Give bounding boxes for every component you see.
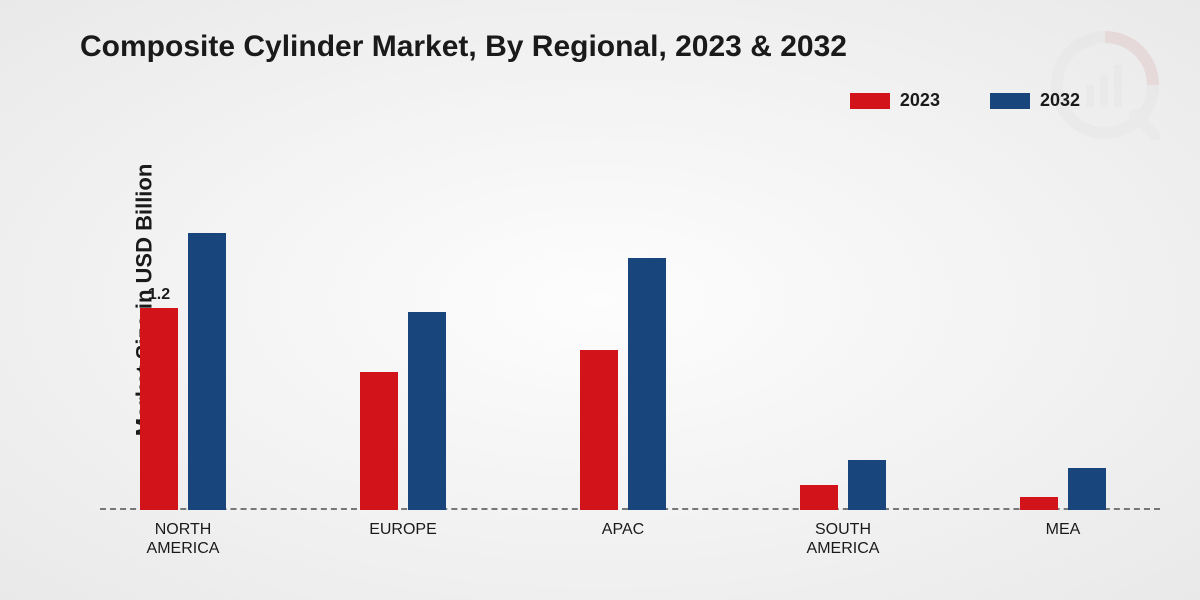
x-axis-label: NORTHAMERICA bbox=[103, 510, 263, 558]
bar-group: SOUTHAMERICA bbox=[800, 460, 886, 510]
bar-series-a bbox=[1020, 497, 1058, 510]
bar-series-a bbox=[800, 485, 838, 510]
bar-series-a: 1.2 bbox=[140, 308, 178, 510]
legend: 2023 2032 bbox=[850, 90, 1080, 111]
bar-series-b bbox=[1068, 468, 1106, 510]
bar-group: APAC bbox=[580, 258, 666, 510]
legend-item-2032: 2032 bbox=[990, 90, 1080, 111]
legend-item-2023: 2023 bbox=[850, 90, 940, 111]
legend-label-2023: 2023 bbox=[900, 90, 940, 111]
chart-canvas: Composite Cylinder Market, By Regional, … bbox=[0, 0, 1200, 600]
bar-group: MEA bbox=[1020, 468, 1106, 510]
bar-series-b bbox=[848, 460, 886, 510]
x-axis-label: APAC bbox=[543, 510, 703, 539]
watermark-logo bbox=[1050, 30, 1160, 140]
bar-group: 1.2NORTHAMERICA bbox=[140, 233, 226, 511]
bar-series-b bbox=[408, 312, 446, 510]
plot-area: 1.2NORTHAMERICA EUROPE APAC SOUTHAMERICA MEA bbox=[100, 140, 1160, 510]
x-axis-label: MEA bbox=[983, 510, 1143, 539]
legend-swatch-2032 bbox=[990, 93, 1030, 109]
bar-series-a bbox=[360, 372, 398, 510]
x-axis-label: SOUTHAMERICA bbox=[763, 510, 923, 558]
legend-swatch-2023 bbox=[850, 93, 890, 109]
bar-value-label: 1.2 bbox=[140, 286, 178, 308]
legend-label-2032: 2032 bbox=[1040, 90, 1080, 111]
bar-series-a bbox=[580, 350, 618, 510]
bar-series-b bbox=[628, 258, 666, 510]
chart-title: Composite Cylinder Market, By Regional, … bbox=[80, 30, 847, 64]
x-axis-label: EUROPE bbox=[323, 510, 483, 539]
bar-series-b bbox=[188, 233, 226, 511]
bar-group: EUROPE bbox=[360, 312, 446, 510]
